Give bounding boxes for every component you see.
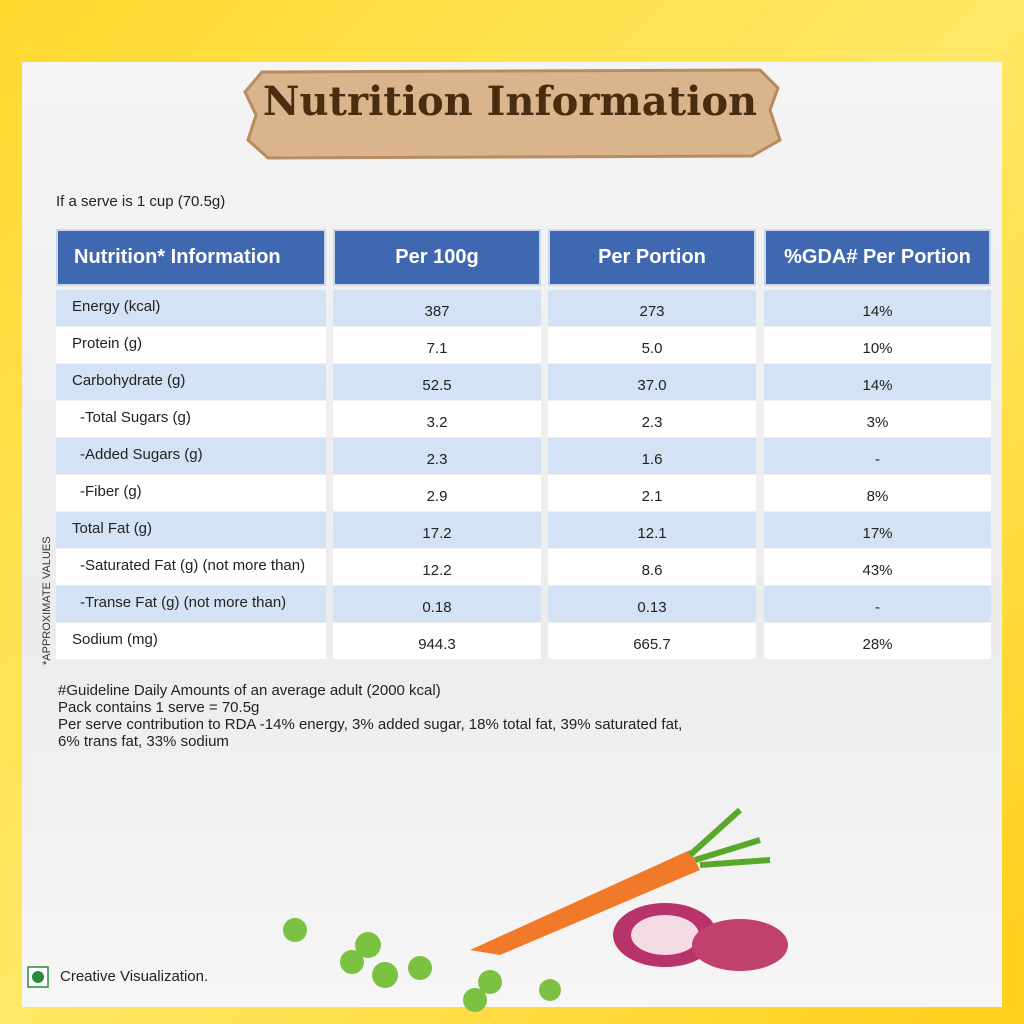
table-cell: 37.0 — [548, 364, 756, 400]
pea — [355, 932, 381, 958]
title: Nutrition Information — [262, 78, 758, 125]
footnote: #Guideline Daily Amounts of an average a… — [58, 682, 441, 699]
table-cell: -Transe Fat (g) (not more than) — [56, 586, 326, 622]
onion — [692, 919, 788, 971]
table-cell: 944.3 — [333, 623, 541, 659]
table-cell: 17.2 — [333, 512, 541, 548]
table-cell: 8% — [764, 475, 991, 511]
table-cell: - — [764, 586, 991, 622]
table-cell: -Fiber (g) — [56, 475, 326, 511]
table-cell: Total Fat (g) — [56, 512, 326, 548]
table-cell: 43% — [764, 549, 991, 585]
pea — [408, 956, 432, 980]
column-header: Per 100g — [333, 229, 541, 286]
footnotes: #Guideline Daily Amounts of an average a… — [58, 682, 698, 750]
onion-ring — [631, 915, 699, 955]
table-cell: -Saturated Fat (g) (not more than) — [56, 549, 326, 585]
pea — [283, 918, 307, 942]
table-cell: 14% — [764, 290, 991, 326]
table-cell: 28% — [764, 623, 991, 659]
serve-note: If a serve is 1 cup (70.5g) — [56, 193, 226, 210]
wood-sign — [243, 68, 782, 160]
table-cell: 12.2 — [333, 549, 541, 585]
table-cell: 5.0 — [548, 327, 756, 363]
table-cell: Sodium (mg) — [56, 623, 326, 659]
table-cell: 14% — [764, 364, 991, 400]
table-cell: 387 — [333, 290, 541, 326]
table-cell: 17% — [764, 512, 991, 548]
carrot — [470, 850, 700, 955]
carrot-leaves — [687, 807, 771, 868]
table-cell: -Added Sugars (g) — [56, 438, 326, 474]
table-cell: 2.9 — [333, 475, 541, 511]
pea — [372, 962, 398, 988]
table-cell: - — [764, 438, 991, 474]
table-cell: 7.1 — [333, 327, 541, 363]
column-header: %GDA# Per Portion — [764, 229, 991, 286]
table-cell: 1.6 — [548, 438, 756, 474]
table-cell: Protein (g) — [56, 327, 326, 363]
column-header: Nutrition* Information — [56, 229, 326, 286]
footnote: Pack contains 1 serve = 70.5g — [58, 699, 260, 716]
table-cell: 3% — [764, 401, 991, 437]
badge: Creative Visualization. — [60, 968, 209, 985]
table-cell: 2.3 — [333, 438, 541, 474]
table-cell: 2.3 — [548, 401, 756, 437]
pea — [539, 979, 561, 1001]
table-cell: 10% — [764, 327, 991, 363]
table-cell: 0.13 — [548, 586, 756, 622]
table-cell: 273 — [548, 290, 756, 326]
table-cell: 2.1 — [548, 475, 756, 511]
pea — [463, 988, 487, 1012]
table-cell: Carbohydrate (g) — [56, 364, 326, 400]
table-cell: 665.7 — [548, 623, 756, 659]
column-header: Per Portion — [548, 229, 756, 286]
pea — [340, 950, 364, 974]
table-cell: -Total Sugars (g) — [56, 401, 326, 437]
table-cell: 8.6 — [548, 549, 756, 585]
table-cell: 3.2 — [333, 401, 541, 437]
table-cell: 12.1 — [548, 512, 756, 548]
side-note: *APPROXIMATE VALUES — [41, 536, 53, 665]
table-cell: 0.18 — [333, 586, 541, 622]
footnote: Per serve contribution to RDA -14% energ… — [58, 716, 683, 750]
pea — [478, 970, 502, 994]
table-cell: Energy (kcal) — [56, 290, 326, 326]
veg-dot — [32, 971, 44, 983]
table-cell: 52.5 — [333, 364, 541, 400]
